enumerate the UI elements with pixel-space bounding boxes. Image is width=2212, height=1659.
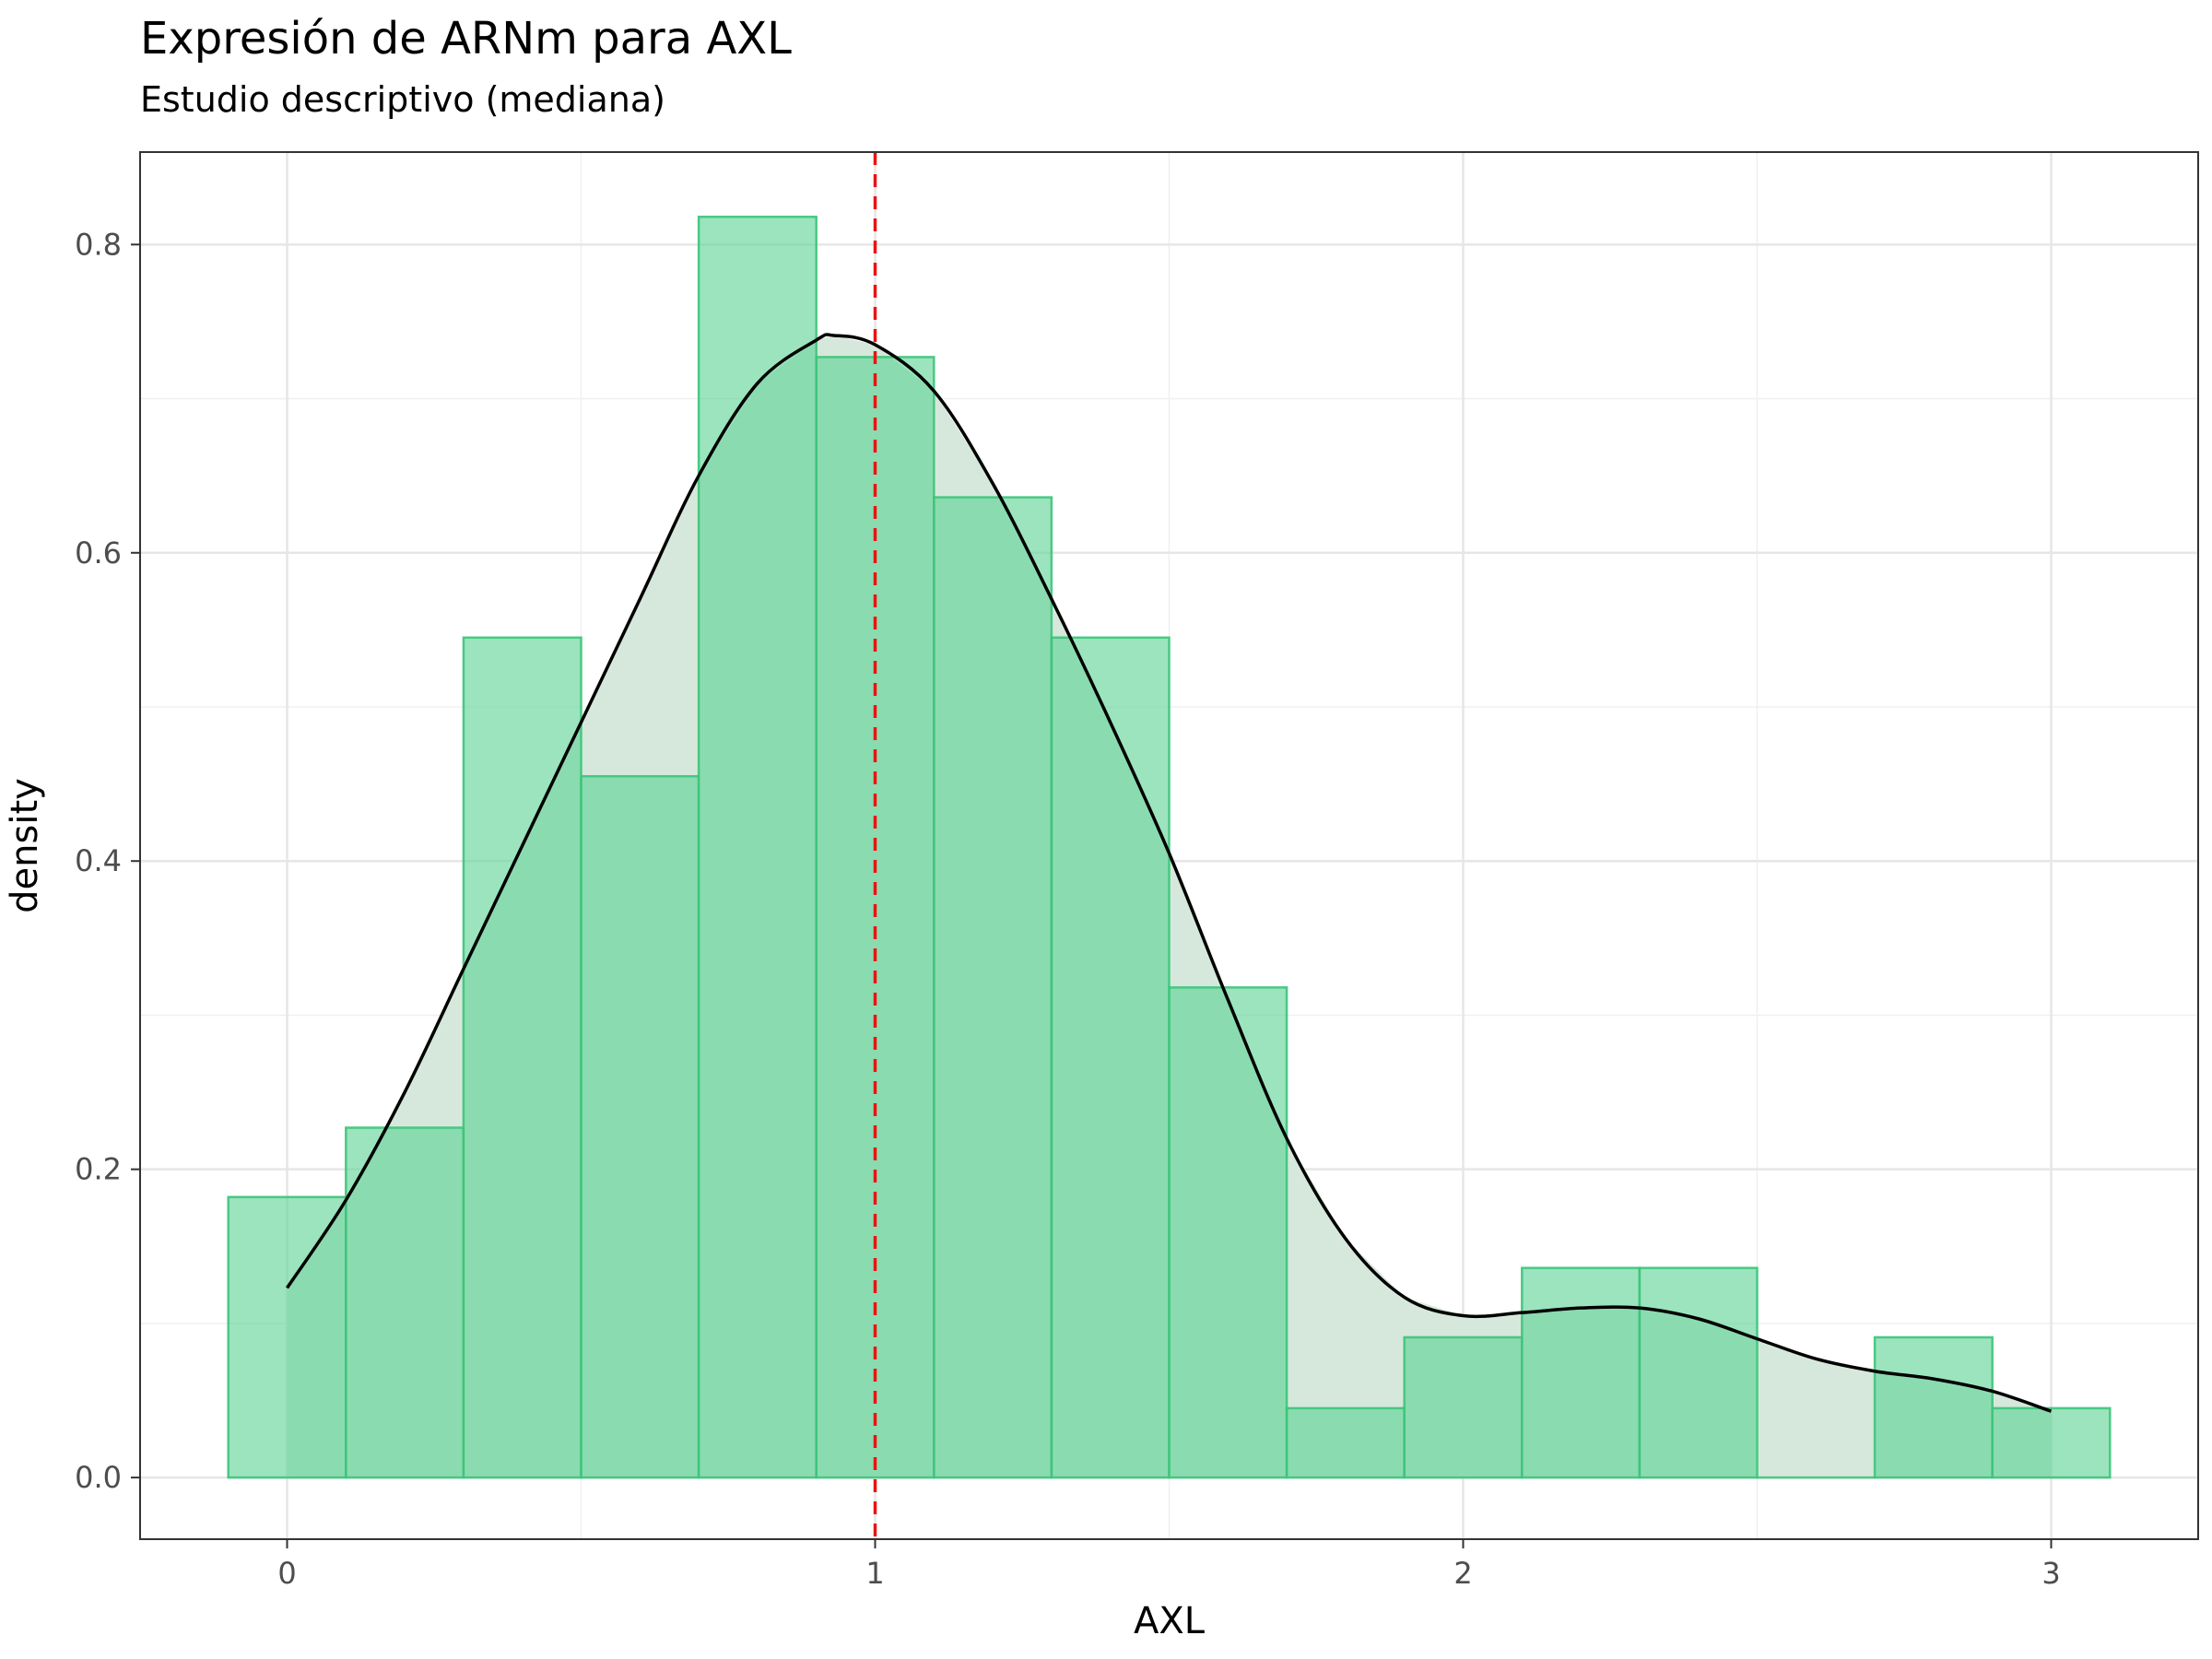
density-curve — [286, 333, 2053, 1413]
density-curve-layer — [286, 333, 2053, 1413]
histogram-bars — [227, 215, 2112, 1479]
y-axis-label: density — [4, 778, 46, 913]
x-tick-label: 2 — [1453, 1556, 1472, 1591]
chart-title: Expresión de ARNm para AXL — [140, 13, 792, 65]
chart-subtitle: Estudio descriptivo (mediana) — [140, 79, 665, 120]
y-tick-label: 0.4 — [75, 843, 122, 878]
histogram-bar — [697, 215, 818, 1479]
x-axis-label: AXL — [1134, 1600, 1206, 1642]
histogram-bar — [580, 775, 700, 1479]
histogram-bar — [933, 496, 1053, 1479]
x-tick-label: 3 — [2041, 1556, 2060, 1591]
y-tick-label: 0.0 — [75, 1460, 122, 1495]
histogram-bar — [1050, 636, 1171, 1479]
histogram-bar — [462, 636, 582, 1479]
x-tick-label: 1 — [865, 1556, 884, 1591]
y-tick-label: 0.2 — [75, 1152, 122, 1187]
x-tick-label: 0 — [277, 1556, 296, 1591]
axis-ticks: 0 1 2 3 0.0 0.2 0.4 0.6 0.8 — [75, 227, 2061, 1591]
panel-border — [139, 151, 2199, 1540]
histogram-bar — [1403, 1335, 1524, 1479]
histogram-bar — [1991, 1406, 2112, 1479]
histogram-bar — [227, 1195, 347, 1479]
histogram-bar — [1168, 986, 1288, 1479]
y-tick-label: 0.8 — [75, 227, 122, 262]
histogram-bar — [1638, 1266, 1759, 1479]
histogram-bar — [1521, 1266, 1641, 1479]
histogram-bar — [1285, 1406, 1406, 1479]
y-tick-label: 0.6 — [75, 535, 122, 571]
histogram-bar — [1873, 1335, 1994, 1479]
histogram-bar — [345, 1126, 465, 1479]
